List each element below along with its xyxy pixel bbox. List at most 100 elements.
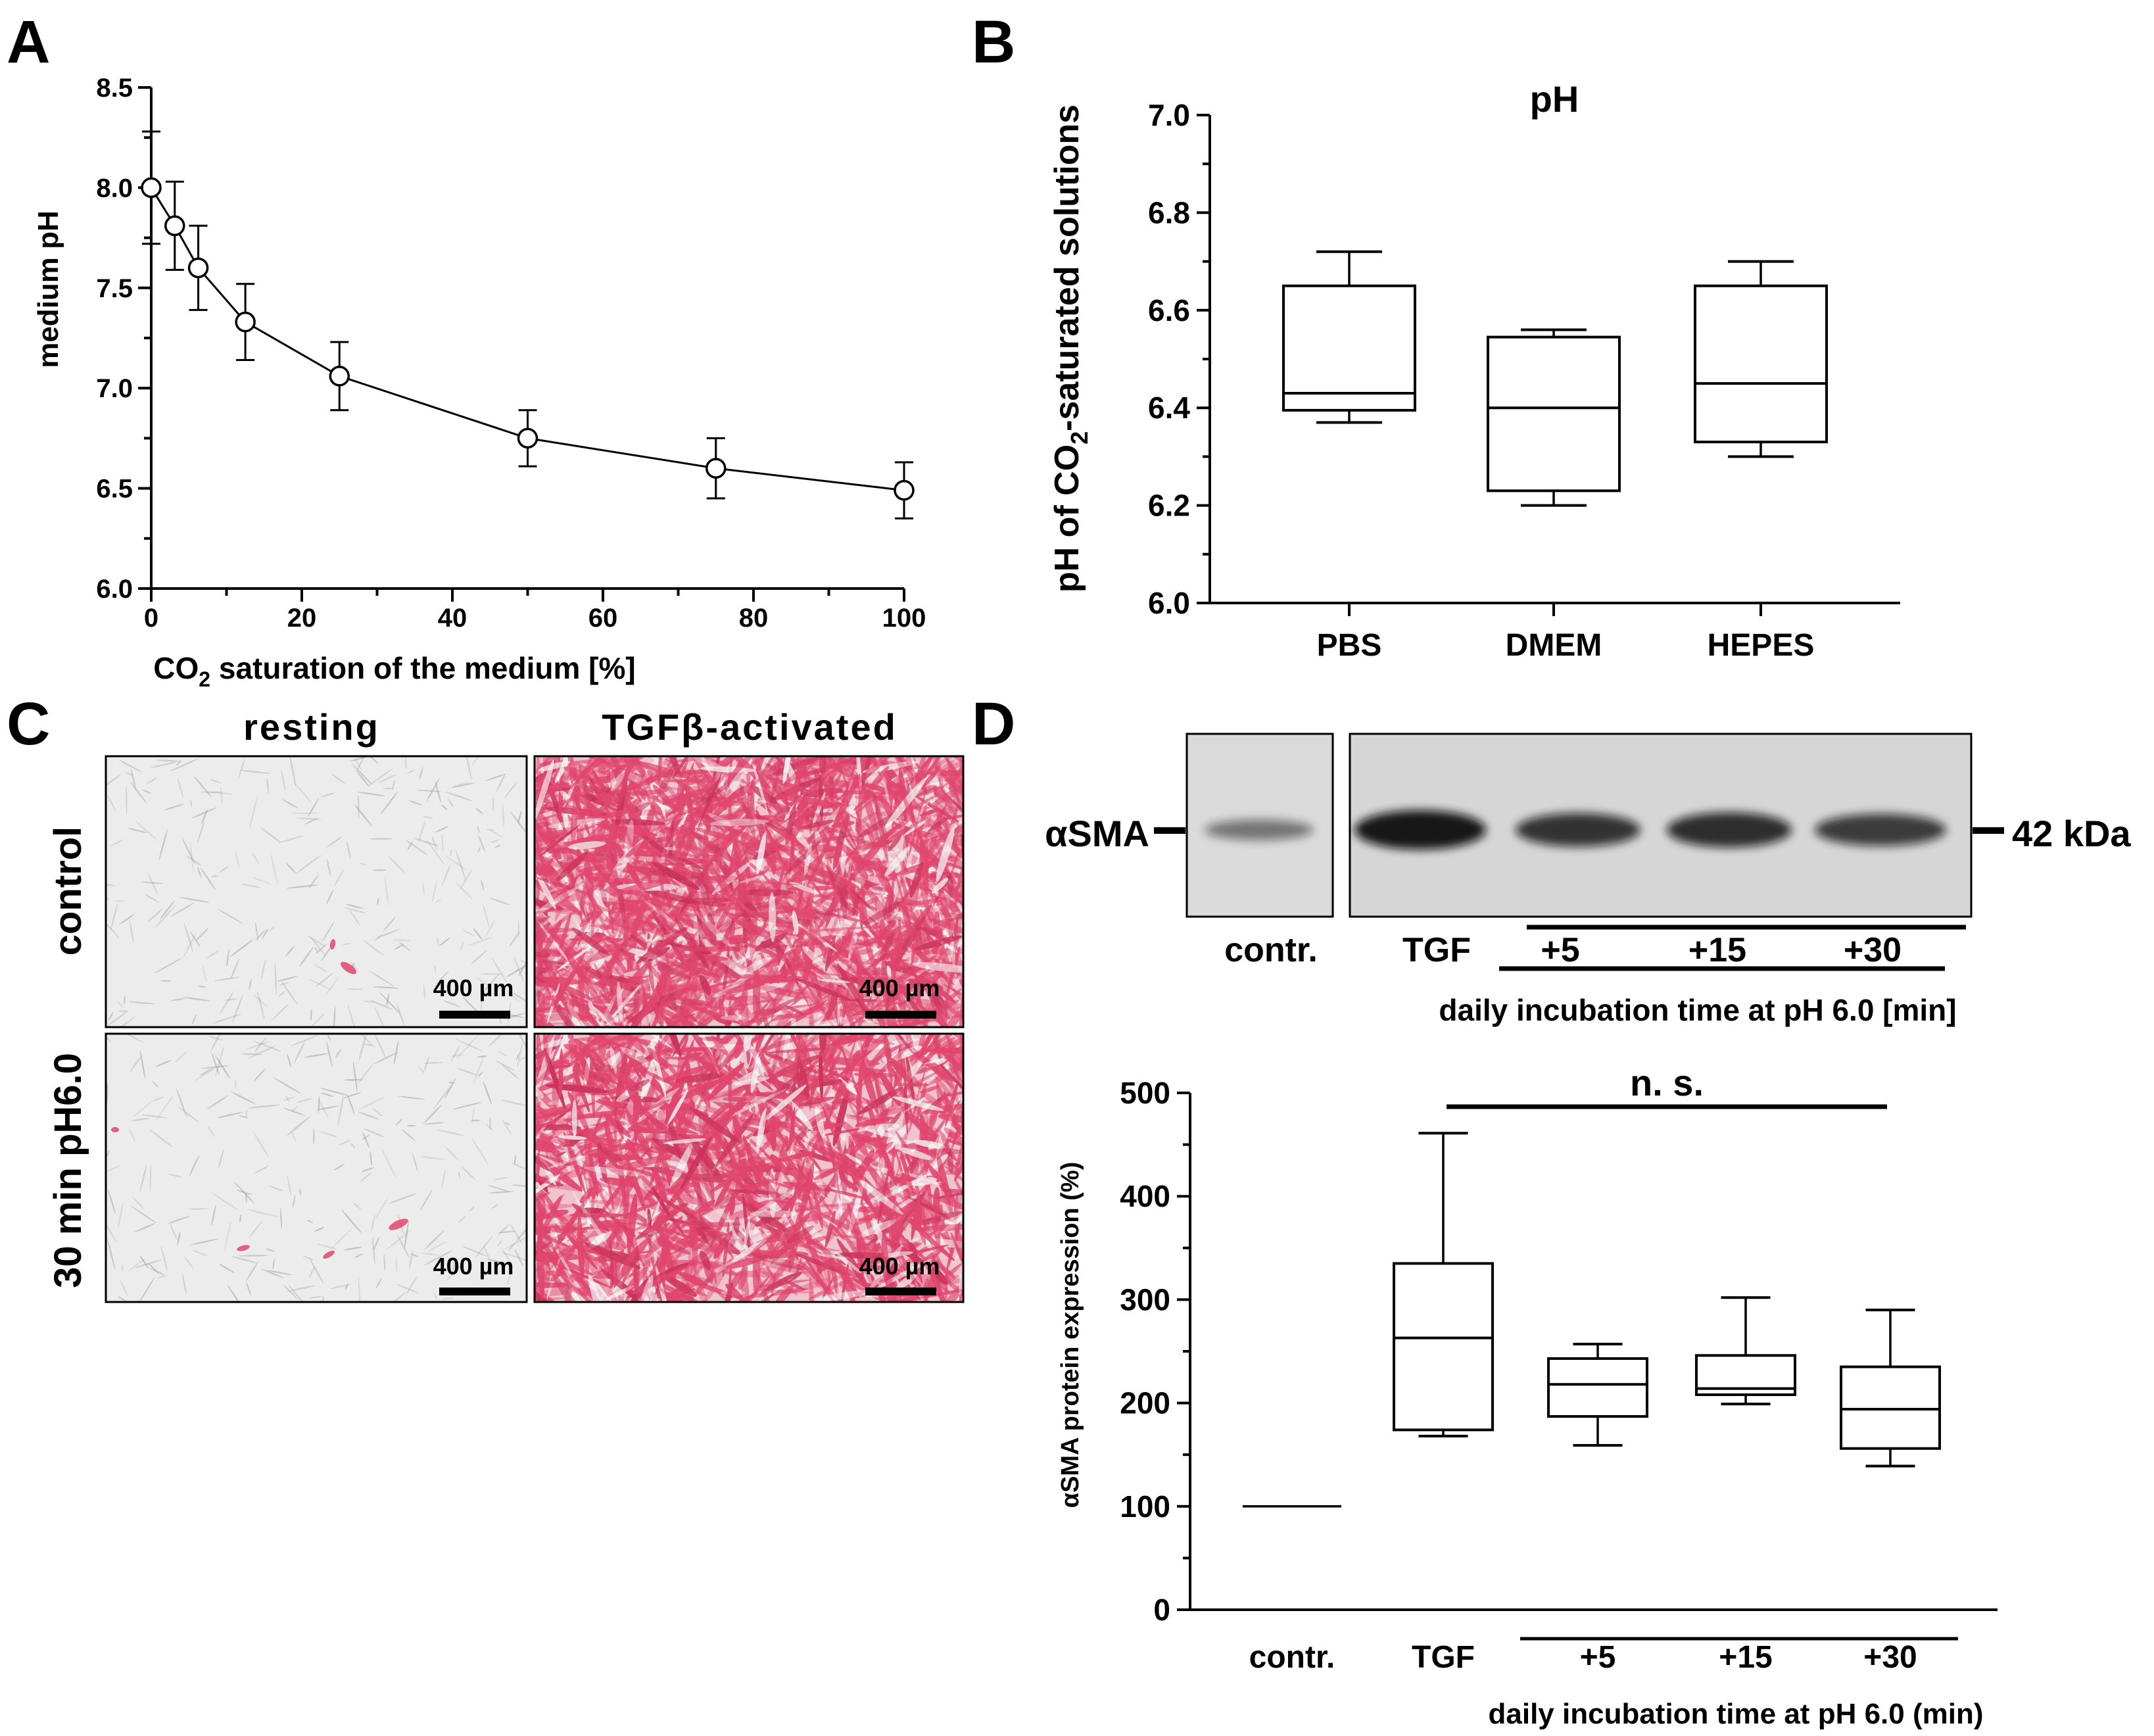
cell-outline — [510, 991, 527, 1007]
stain-fiber — [535, 928, 575, 934]
stain-fiber — [950, 1212, 956, 1244]
cell-outline — [245, 1192, 247, 1203]
stain-fiber — [844, 1035, 896, 1045]
cell-outline — [394, 944, 404, 950]
stain-fiber — [704, 813, 739, 825]
stain-fiber — [909, 861, 924, 898]
stain-fiber — [707, 912, 717, 949]
stain-fiber — [646, 1047, 669, 1069]
stain-fiber — [829, 1153, 851, 1190]
stain-fiber — [588, 837, 620, 846]
cell-outline — [291, 812, 318, 814]
stain-fiber — [648, 1278, 681, 1302]
stain-spot — [237, 1245, 250, 1251]
cell-outline — [201, 1065, 229, 1069]
cell-outline — [452, 1261, 455, 1274]
stain-fiber — [845, 819, 859, 842]
stain-fiber — [831, 1075, 867, 1113]
stain-fiber — [795, 1155, 814, 1213]
stain-fiber — [857, 932, 901, 946]
col-header-tgf-activated: TGFβ-activated — [602, 706, 898, 748]
cell-outline — [320, 944, 333, 962]
stain-fiber — [561, 1009, 592, 1027]
cell-outline — [266, 777, 269, 794]
stain-fiber — [684, 986, 694, 1007]
stain-fiber — [909, 950, 934, 959]
stain-fiber — [535, 756, 560, 788]
stain-fiber — [713, 1088, 752, 1136]
stain-fiber — [648, 965, 655, 992]
cell-outline — [504, 1122, 511, 1126]
stain-fiber — [935, 799, 954, 823]
cell-outline — [224, 1221, 231, 1251]
cell-outline — [129, 1054, 143, 1073]
cell-outline — [218, 1149, 224, 1170]
stain-fiber — [568, 852, 587, 884]
cell-outline — [398, 941, 412, 952]
stain-fiber — [588, 1274, 606, 1302]
cell-outline — [386, 1229, 412, 1250]
stain-fiber — [750, 1210, 800, 1217]
cell-outline — [362, 940, 384, 955]
cell-outline — [193, 776, 212, 798]
cell-outline — [142, 789, 151, 794]
stain-fiber — [917, 786, 940, 797]
stain-fiber — [752, 967, 761, 1020]
cell-outline — [283, 1285, 299, 1300]
cell-outline — [112, 1017, 135, 1027]
cell-outline — [272, 1259, 275, 1270]
cell-outline — [502, 803, 504, 827]
cell-outline — [343, 1092, 362, 1099]
stain-fiber — [930, 1037, 955, 1055]
stain-fiber — [851, 892, 860, 917]
cell-outline — [357, 1111, 379, 1120]
stain-fiber — [536, 1034, 542, 1071]
stain-fiber — [819, 756, 826, 776]
cell-outline — [261, 958, 266, 980]
panel-a-data-point — [187, 257, 209, 279]
stain-fiber — [739, 876, 764, 883]
stain-fiber — [627, 918, 678, 941]
stain-fiber — [904, 998, 963, 1009]
cell-outline — [423, 1104, 443, 1124]
cell-outline — [119, 913, 135, 925]
cell-outline — [304, 1053, 329, 1058]
stain-fiber — [883, 1034, 892, 1065]
stain-fiber — [567, 841, 606, 850]
stain-fiber — [763, 1142, 792, 1152]
stain-fiber — [924, 821, 942, 839]
stain-fiber — [598, 760, 606, 783]
cell-outline — [235, 1079, 237, 1088]
cell-outline — [293, 781, 312, 804]
stain-fiber — [707, 1006, 748, 1011]
stain-fiber — [696, 827, 742, 843]
stain-fiber — [738, 917, 778, 967]
panel-a-tick-labels: 6.06.57.07.58.08.50 20 40 60 80 100 — [96, 74, 926, 633]
cell-outline — [418, 1067, 425, 1074]
cell-outline — [106, 1217, 117, 1243]
cell-outline — [477, 1055, 488, 1058]
stain-fiber — [773, 954, 822, 978]
panel-a-x-tick-label: 40 — [438, 604, 467, 633]
stain-fiber — [791, 1131, 822, 1172]
stain-fiber — [788, 756, 800, 773]
stain-fiber — [845, 1218, 876, 1263]
cell-outline — [458, 1216, 466, 1223]
stain-fiber — [888, 1204, 897, 1268]
cell-outline — [460, 941, 464, 951]
stain-fiber — [535, 966, 551, 973]
stain-fiber — [787, 1098, 813, 1131]
scale-bar-label: 400 µm — [859, 1253, 940, 1280]
cell-outline — [181, 837, 195, 865]
stain-fiber — [912, 962, 963, 973]
stain-fiber — [880, 920, 897, 936]
stain-fiber — [598, 776, 655, 801]
stain-fiber — [932, 764, 963, 800]
stain-fiber — [778, 784, 799, 798]
cell-outline — [191, 807, 217, 819]
stain-fiber — [938, 823, 952, 841]
cell-outline — [422, 882, 425, 895]
cell-outline — [362, 1134, 370, 1140]
cell-outline — [210, 1034, 222, 1052]
cell-outline — [217, 1112, 244, 1119]
